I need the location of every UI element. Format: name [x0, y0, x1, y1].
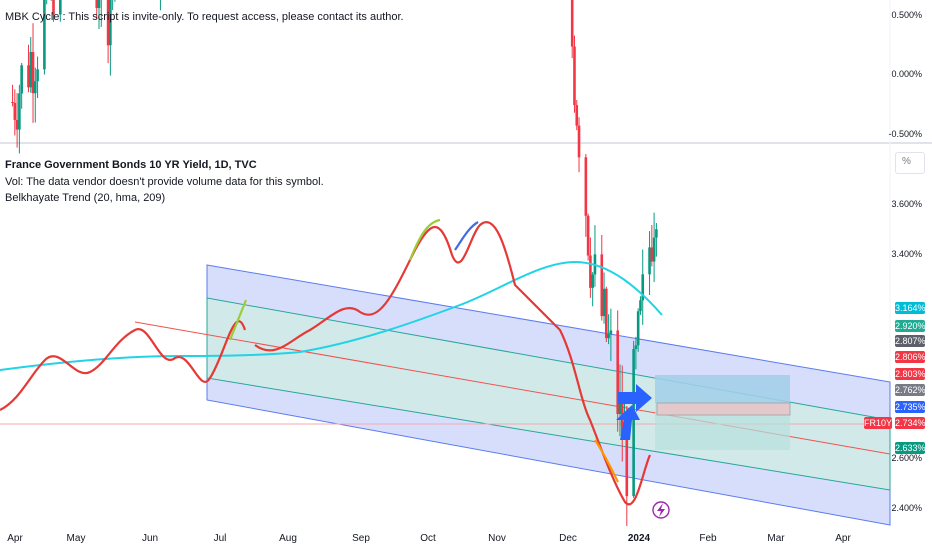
- arrow-right-icon: [618, 384, 652, 412]
- x-tick-may: May: [67, 533, 86, 544]
- main-tick-3: 2.600%: [891, 453, 922, 463]
- main-tick-1: 3.400%: [891, 249, 922, 259]
- candle-body: [11, 102, 14, 103]
- candle-body: [589, 255, 592, 288]
- x-tick-apr: Apr: [7, 533, 23, 544]
- trend-line-a: [0, 320, 247, 411]
- candle-body: [625, 425, 629, 497]
- x-tick-nov: Nov: [488, 533, 506, 544]
- candle-body: [600, 254, 604, 317]
- candle-body: [575, 105, 579, 126]
- candle-body: [20, 65, 23, 94]
- top-tick-2: -0.500%: [888, 129, 922, 139]
- arrow-up-icon: [616, 405, 640, 440]
- candle-body: [97, 0, 101, 8]
- volume-note: Vol: The data vendor doesn't provide vol…: [5, 176, 324, 188]
- x-axis: Apr May Jun Jul Aug Sep Oct Nov Dec 2024…: [7, 533, 851, 544]
- candle-body: [636, 311, 640, 346]
- candle-body: [59, 0, 62, 15]
- tag-upper: 2.920%: [895, 320, 926, 332]
- candle-body: [109, 0, 112, 46]
- candles-group: [11, 0, 658, 527]
- candle-body: [634, 345, 638, 350]
- candle-body: [13, 102, 17, 120]
- trend-line-green-2: [408, 218, 441, 261]
- tag-hma: 3.164%: [895, 302, 926, 314]
- price-tag: 2.734%: [895, 417, 926, 429]
- candle-body: [607, 334, 610, 339]
- percent-toggle-button[interactable]: %: [895, 152, 925, 174]
- candle-body: [52, 0, 55, 15]
- candle-body: [602, 288, 606, 317]
- candle-body: [570, 0, 574, 47]
- candle-body: [31, 51, 35, 94]
- x-tick-jun: Jun: [142, 533, 158, 544]
- candle-body: [591, 274, 594, 288]
- main-pane-title: France Government Bonds 10 YR Yield, 1D,…: [5, 159, 257, 171]
- candle-body: [15, 119, 19, 130]
- x-tick-2024: 2024: [628, 533, 651, 544]
- candle-body: [639, 300, 642, 312]
- target-zone-upper: [655, 375, 790, 403]
- x-tick-apr-2: Apr: [835, 533, 851, 544]
- candle-body: [641, 274, 645, 301]
- tag-633: 2.633%: [895, 442, 926, 454]
- top-tick-0: 0.500%: [891, 10, 922, 20]
- x-tick-feb: Feb: [699, 533, 717, 544]
- tag-807: 2.807%: [895, 335, 926, 347]
- candle-body: [609, 330, 613, 335]
- top-tick-1: 0.000%: [891, 69, 922, 79]
- candle-body: [34, 81, 37, 94]
- trend-line-b: [254, 221, 652, 506]
- hma-line: [0, 260, 663, 371]
- candle-body: [577, 125, 581, 158]
- candle-body: [106, 0, 110, 46]
- candle-body: [652, 237, 656, 262]
- trend-line-blue: [454, 221, 479, 251]
- main-tick-0: 3.600%: [891, 199, 922, 209]
- tag-762: 2.762%: [895, 384, 926, 396]
- candle-body: [650, 247, 654, 262]
- candle-body: [27, 65, 30, 88]
- candle-body: [632, 349, 635, 497]
- indicator-label: Belkhayate Trend (20, hma, 209): [5, 192, 166, 204]
- x-tick-mar: Mar: [767, 533, 785, 544]
- candle-body: [95, 0, 99, 8]
- candle-body: [18, 93, 21, 130]
- tag-806: 2.806%: [895, 351, 926, 363]
- tag-803: 2.803%: [895, 368, 926, 380]
- candle-body: [648, 247, 651, 275]
- candle-body: [616, 330, 619, 415]
- candle-body: [584, 157, 588, 216]
- x-tick-jul: Jul: [214, 533, 227, 544]
- x-tick-dec: Dec: [559, 533, 577, 544]
- trend-line-orange: [594, 439, 619, 483]
- candle-body: [36, 69, 39, 82]
- candle-body: [655, 229, 658, 238]
- candle-body: [43, 0, 46, 70]
- x-tick-oct: Oct: [420, 533, 436, 544]
- top-pane-title: MBK Cycle : This script is invite-only. …: [5, 11, 404, 23]
- main-tick-4: 2.400%: [891, 503, 922, 513]
- x-tick-aug: Aug: [279, 533, 297, 544]
- lightning-icon: [657, 503, 665, 517]
- tag-735: 2.735%: [895, 401, 926, 413]
- target-zone-band: [656, 402, 791, 416]
- candle-body: [586, 215, 590, 256]
- trend-line-green-1: [228, 299, 248, 341]
- x-tick-sep: Sep: [352, 533, 370, 544]
- candle-body: [29, 51, 33, 88]
- candle-body: [573, 46, 576, 106]
- symbol-tag: FR10Y: [864, 417, 893, 429]
- candle-body: [605, 288, 608, 339]
